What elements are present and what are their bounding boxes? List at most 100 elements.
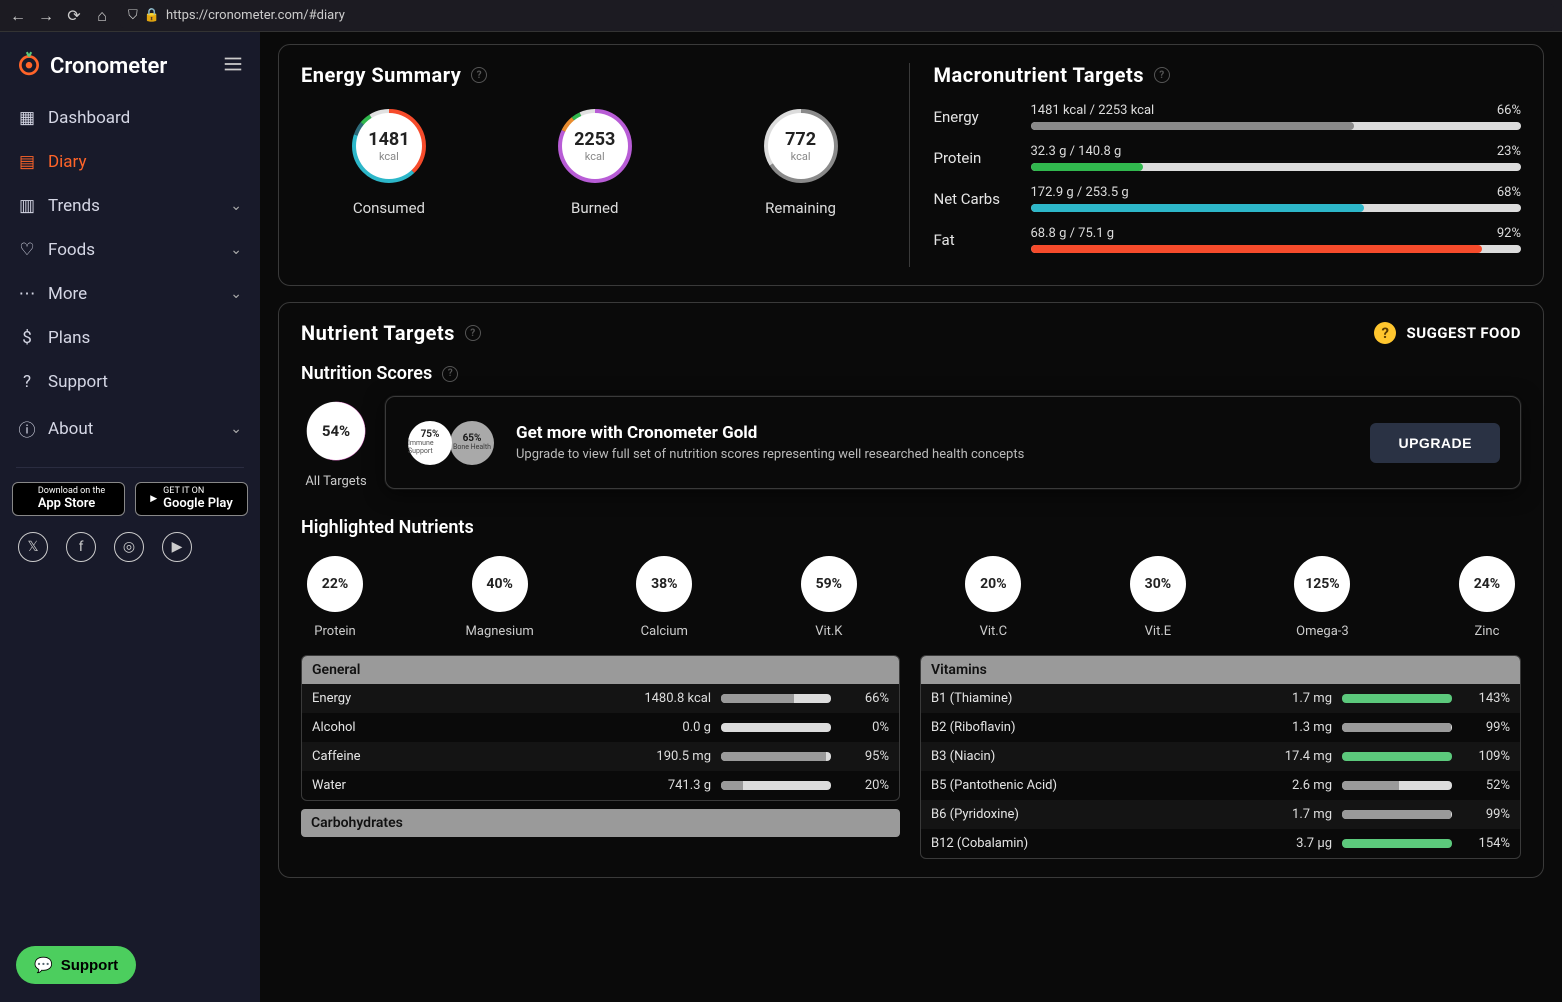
row-name: B5 (Pantothenic Acid) (931, 778, 1242, 793)
nav-item-trends[interactable]: ▥Trends⌄ (0, 184, 260, 228)
table-row[interactable]: B12 (Cobalamin)3.7 µg154% (921, 829, 1520, 858)
row-bar (1342, 810, 1452, 819)
highlight-calcium[interactable]: 38%Calcium (630, 550, 698, 639)
url-text: https://cronometer.com/#diary (166, 8, 345, 23)
macro-row-protein[interactable]: Protein32.3 g / 140.8 g23% (934, 144, 1522, 171)
row-name: Alcohol (312, 720, 621, 735)
table-row[interactable]: B5 (Pantothenic Acid)2.6 mg52% (921, 771, 1520, 800)
macro-text: 1481 kcal / 2253 kcal (1031, 103, 1155, 118)
macro-pct: 92% (1497, 226, 1521, 241)
donut-label: Consumed (353, 199, 425, 217)
help-icon[interactable]: ? (471, 67, 487, 83)
macro-row-fat[interactable]: Fat68.8 g / 75.1 g92% (934, 226, 1522, 253)
highlight-omega-3[interactable]: 125%Omega-3 (1288, 550, 1356, 639)
support-fab[interactable]: 💬 Support (16, 946, 136, 984)
macro-row-energy[interactable]: Energy1481 kcal / 2253 kcal66% (934, 103, 1522, 130)
highlight-magnesium[interactable]: 40%Magnesium (466, 550, 534, 639)
table-row[interactable]: B3 (Niacin)17.4 mg109% (921, 742, 1520, 771)
suggest-food-button[interactable]: ? SUGGEST FOOD (1374, 322, 1521, 344)
energy-burned[interactable]: 2253kcalBurned (552, 103, 638, 217)
instagram-icon[interactable]: ◎ (114, 532, 144, 562)
help-icon[interactable]: ? (442, 366, 458, 382)
nav-item-about[interactable]: ⓘAbout⌄ (0, 404, 260, 453)
nav-label: More (48, 284, 87, 304)
highlight-zinc[interactable]: 24%Zinc (1453, 550, 1521, 639)
row-amount: 1.7 mg (1252, 691, 1332, 706)
table-row[interactable]: Water741.3 g20% (302, 771, 899, 800)
nav-item-foods[interactable]: ♡Foods⌄ (0, 228, 260, 272)
macro-text: 32.3 g / 140.8 g (1031, 144, 1122, 159)
highlight-label: Omega-3 (1296, 624, 1349, 639)
general-head: General (302, 656, 899, 684)
row-bar (1342, 694, 1452, 703)
lightbulb-icon: ? (1374, 322, 1396, 344)
scores-title-text: Nutrition Scores (301, 363, 432, 384)
youtube-icon[interactable]: ▶ (162, 532, 192, 562)
energy-remaining[interactable]: 772kcalRemaining (758, 103, 844, 217)
highlight-vitc[interactable]: 20%Vit.C (959, 550, 1027, 639)
nav-icon: ♡ (18, 240, 36, 260)
table-row[interactable]: B2 (Riboflavin)1.3 mg99% (921, 713, 1520, 742)
highlight-label: Magnesium (466, 624, 534, 639)
nav-item-dashboard[interactable]: ▦Dashboard (0, 96, 260, 140)
brand-name: Cronometer (50, 54, 167, 79)
nav-item-support[interactable]: ?Support (0, 360, 260, 404)
macro-row-net-carbs[interactable]: Net Carbs172.9 g / 253.5 g68% (934, 185, 1522, 212)
row-pct: 143% (1462, 691, 1510, 706)
nav-list: ▦Dashboard▤Diary▥Trends⌄♡Foods⌄⋯More⌄$Pl… (0, 96, 260, 453)
back-icon[interactable]: ← (8, 6, 28, 26)
highlight-vitk[interactable]: 59%Vit.K (795, 550, 863, 639)
x-icon[interactable]: 𝕏 (18, 532, 48, 562)
table-row[interactable]: Alcohol0.0 g0% (302, 713, 899, 742)
table-row[interactable]: B1 (Thiamine) 1.7 mg 143% (921, 684, 1520, 713)
highlight-protein[interactable]: 22%Protein (301, 550, 369, 639)
row-name: B3 (Niacin) (931, 749, 1242, 764)
nutrient-title-text: Nutrient Targets (301, 321, 455, 345)
nav-item-diary[interactable]: ▤Diary (0, 140, 260, 184)
highlight-label: Protein (314, 624, 355, 639)
nav-label: Support (48, 372, 108, 392)
nav-icon: ▦ (18, 108, 36, 128)
macro-title: Macronutrient Targets ? (934, 63, 1522, 87)
google-play-badge[interactable]: ▶ GET IT ONGoogle Play (135, 482, 248, 516)
reload-icon[interactable]: ⟳ (64, 6, 84, 26)
menu-toggle-icon[interactable] (222, 53, 244, 79)
vitamins-table: Vitamins B1 (Thiamine)1.7 mg143%B2 (Ribo… (920, 655, 1521, 859)
upgrade-button[interactable]: UPGRADE (1370, 423, 1500, 463)
table-row[interactable]: Caffeine 190.5 mg 95% (302, 742, 899, 771)
facebook-icon[interactable]: f (66, 532, 96, 562)
nutrient-title: Nutrient Targets ? (301, 321, 481, 345)
nav-icon: $ (18, 328, 36, 348)
table-row[interactable]: Energy1480.8 kcal66% (302, 684, 899, 713)
brand-logo[interactable]: Cronometer (16, 50, 167, 82)
highlight-vite[interactable]: 30%Vit.E (1124, 550, 1192, 639)
donut-label: Burned (571, 199, 618, 217)
energy-title-text: Energy Summary (301, 63, 461, 87)
app-store-badge[interactable]: Download on theApp Store (12, 482, 125, 516)
macro-name: Protein (934, 149, 1019, 167)
forward-icon[interactable]: → (36, 6, 56, 26)
macro-text: 68.8 g / 75.1 g (1031, 226, 1115, 241)
row-name: B1 (Thiamine) (931, 691, 1242, 706)
all-targets-score[interactable]: 54% All Targets (301, 396, 371, 489)
help-icon[interactable]: ? (465, 325, 481, 341)
scores-title: Nutrition Scores ? (301, 363, 1521, 384)
nav-item-more[interactable]: ⋯More⌄ (0, 272, 260, 316)
brand-icon (16, 50, 42, 82)
row-bar (1342, 752, 1452, 761)
home-icon[interactable]: ⌂ (92, 6, 112, 26)
highlight-label: Vit.E (1145, 624, 1172, 639)
row-bar (721, 694, 831, 703)
row-amount: 190.5 mg (631, 749, 711, 764)
energy-consumed[interactable]: 1481kcalConsumed (346, 103, 432, 217)
row-name: Caffeine (312, 749, 621, 764)
row-amount: 17.4 mg (1252, 749, 1332, 764)
help-icon[interactable]: ? (1154, 67, 1170, 83)
url-bar[interactable]: ⛉ 🔒 https://cronometer.com/#diary (120, 4, 1554, 28)
row-pct: 95% (841, 749, 889, 764)
table-row[interactable]: B6 (Pyridoxine)1.7 mg99% (921, 800, 1520, 829)
row-bar (721, 723, 831, 732)
nav-item-plans[interactable]: $Plans (0, 316, 260, 360)
macro-pct: 66% (1497, 103, 1521, 118)
row-bar (721, 752, 831, 761)
